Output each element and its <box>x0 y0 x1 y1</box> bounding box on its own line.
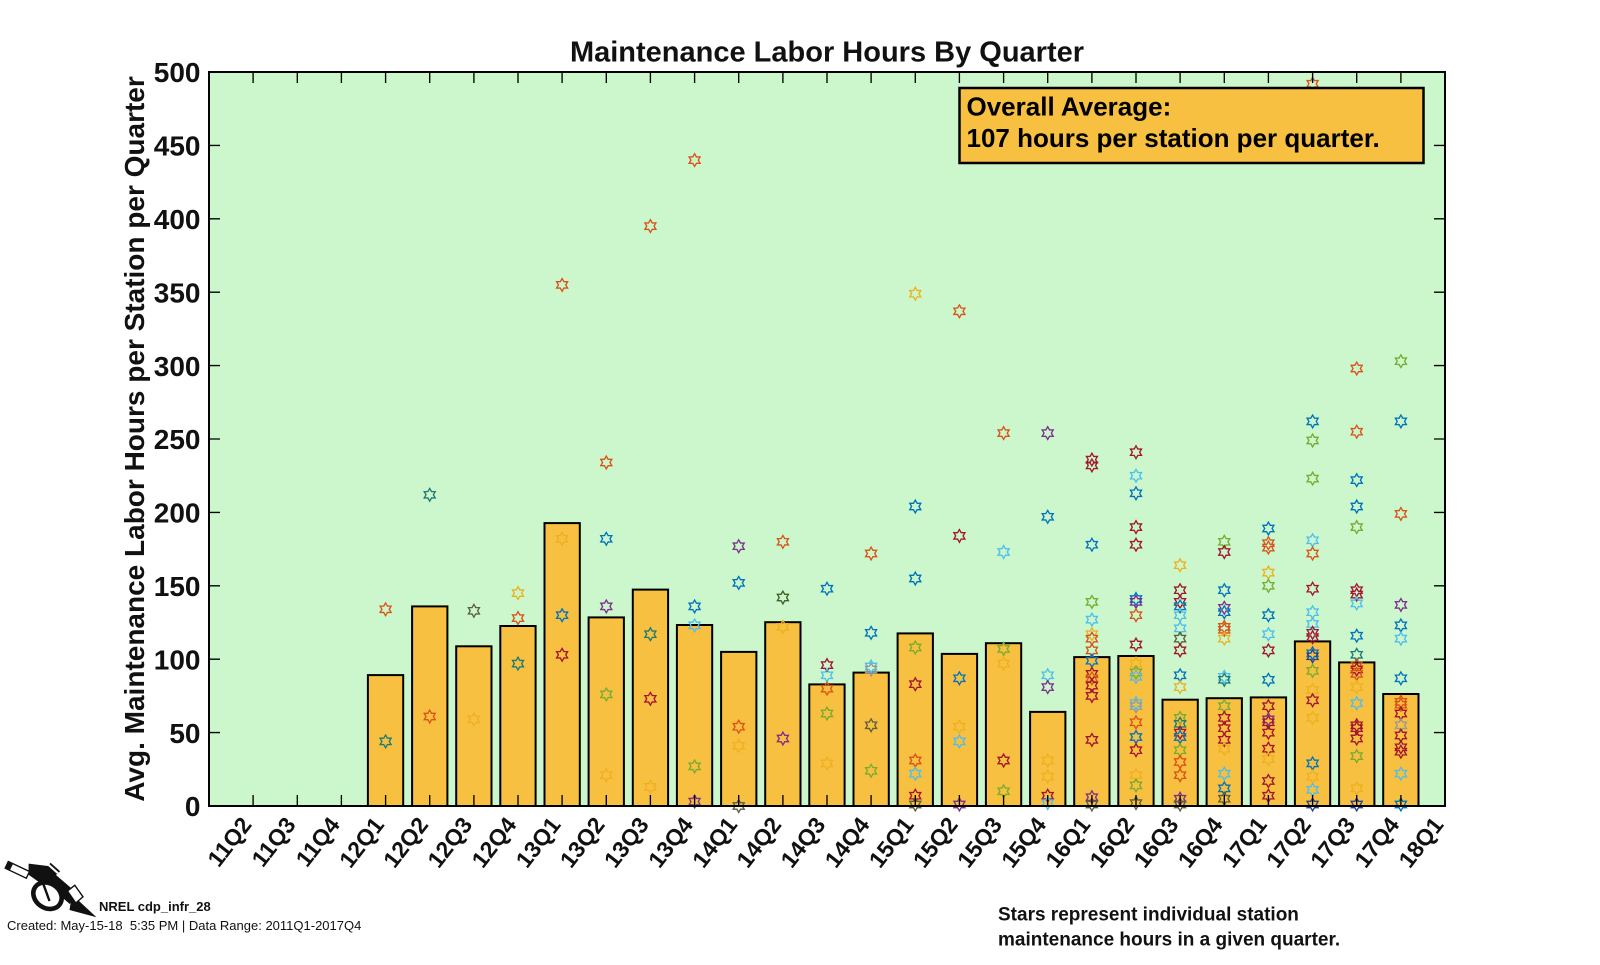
svg-text:400: 400 <box>154 204 201 235</box>
svg-text:50: 50 <box>169 718 200 749</box>
svg-text:500: 500 <box>154 57 201 88</box>
svg-text:150: 150 <box>154 571 201 602</box>
svg-text:0: 0 <box>185 791 201 822</box>
svg-text:107 hours per station per quar: 107 hours per station per quarter. <box>967 123 1380 153</box>
svg-text:350: 350 <box>154 277 201 308</box>
svg-text:Overall Average:: Overall Average: <box>967 91 1172 121</box>
svg-text:Stars represent individual sta: Stars represent individual station <box>998 905 1299 926</box>
svg-text:NREL cdp_infr_28: NREL cdp_infr_28 <box>99 899 211 914</box>
svg-text:450: 450 <box>154 131 201 162</box>
svg-text:maintenance hours in a given q: maintenance hours in a given quarter. <box>998 930 1340 951</box>
svg-text:200: 200 <box>154 498 201 529</box>
svg-text:250: 250 <box>154 424 201 455</box>
svg-text:100: 100 <box>154 644 201 675</box>
svg-text:300: 300 <box>154 351 201 382</box>
svg-text:Maintenance Labor Hours By Qua: Maintenance Labor Hours By Quarter <box>570 37 1084 69</box>
svg-text:Avg. Maintenance Labor Hours p: Avg. Maintenance Labor Hours per Station… <box>119 76 150 802</box>
svg-text:Created: May-15-18 5:35 PM |: Created: May-15-18 5:35 PM | Data Range:… <box>7 918 361 933</box>
